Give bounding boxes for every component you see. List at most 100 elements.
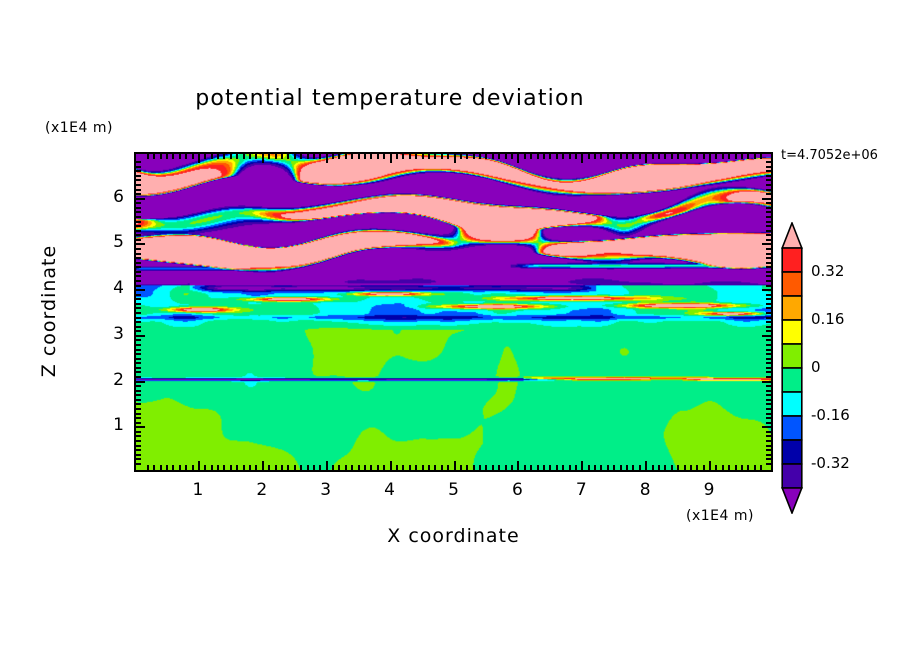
tick-mark [766, 413, 771, 415]
tick-mark [766, 422, 771, 424]
tick-mark [136, 408, 141, 410]
tick-mark [383, 465, 385, 470]
tick-mark [766, 454, 771, 456]
tick-mark [136, 303, 141, 305]
colorbar-segment [781, 439, 803, 465]
tick-mark [249, 465, 251, 470]
tick-mark [766, 358, 771, 360]
tick-mark [454, 461, 456, 470]
colorbar-svg [781, 222, 803, 514]
tick-mark [473, 154, 475, 159]
tick-mark [136, 321, 141, 323]
tick-mark [652, 465, 654, 470]
tick-mark [358, 154, 360, 159]
tick-mark [441, 154, 443, 159]
tick-mark [136, 262, 141, 264]
tick-mark [434, 154, 436, 159]
tick-mark [255, 465, 257, 470]
tick-mark [492, 465, 494, 470]
tick-mark [766, 202, 771, 204]
tick-mark [626, 465, 628, 470]
tick-mark [766, 161, 771, 163]
tick-mark [243, 465, 245, 470]
tick-mark [762, 335, 771, 337]
tick-mark [620, 154, 622, 159]
tick-mark [136, 426, 145, 428]
tick-mark [766, 207, 771, 209]
tick-mark [136, 207, 141, 209]
tick-mark [136, 211, 141, 213]
tick-mark [307, 465, 309, 470]
tick-mark [766, 230, 771, 232]
colorbar-tick-label: 0.16 [811, 310, 845, 328]
tick-mark [230, 465, 232, 470]
tick-mark [198, 461, 200, 470]
tick-mark [136, 285, 141, 287]
tick-mark [396, 154, 398, 159]
tick-mark [715, 154, 717, 159]
tick-mark [677, 154, 679, 159]
tick-mark [136, 243, 145, 245]
tick-mark [505, 465, 507, 470]
time-annotation: t=4.7052e+06 [781, 148, 878, 163]
tick-mark [613, 154, 615, 159]
tick-mark [581, 461, 583, 470]
tick-mark [747, 154, 749, 159]
tick-mark [236, 465, 238, 470]
tick-mark [136, 371, 141, 373]
tick-mark [741, 154, 743, 159]
tick-mark [136, 458, 141, 460]
tick-mark [136, 403, 141, 405]
colorbar-tick-label: 0 [811, 358, 821, 376]
tick-mark [498, 465, 500, 470]
tick-mark [136, 344, 141, 346]
tick-mark [313, 154, 315, 159]
y-tick-label: 2 [113, 369, 124, 390]
tick-mark [537, 154, 539, 159]
tick-mark [136, 193, 141, 195]
tick-mark [136, 339, 141, 341]
tick-mark [766, 216, 771, 218]
tick-mark [498, 154, 500, 159]
tick-mark [136, 317, 141, 319]
tick-mark [287, 154, 289, 159]
tick-mark [211, 154, 213, 159]
tick-mark [319, 465, 321, 470]
tick-mark [185, 154, 187, 159]
tick-mark [562, 465, 564, 470]
tick-mark [364, 154, 366, 159]
x-tick-label: 5 [448, 480, 459, 500]
colorbar-segment [781, 487, 803, 514]
tick-mark [136, 376, 141, 378]
tick-mark [766, 253, 771, 255]
tick-mark [766, 390, 771, 392]
tick-mark [766, 189, 771, 191]
tick-mark [345, 465, 347, 470]
tick-mark [762, 426, 771, 428]
tick-mark [230, 154, 232, 159]
tick-mark [217, 154, 219, 159]
tick-mark [766, 349, 771, 351]
tick-mark [517, 154, 519, 163]
tick-mark [632, 465, 634, 470]
x-tick-label: 6 [511, 480, 523, 500]
tick-mark [766, 463, 771, 465]
tick-mark [766, 385, 771, 387]
tick-mark [626, 154, 628, 159]
tick-mark [569, 154, 571, 159]
tick-mark [562, 154, 564, 159]
tick-mark [136, 289, 145, 291]
tick-mark [588, 465, 590, 470]
tick-mark [268, 465, 270, 470]
x-tick-label: 1 [192, 480, 204, 500]
tick-mark [428, 465, 430, 470]
colorbar-segment [781, 343, 803, 369]
tick-mark [136, 271, 141, 273]
tick-mark [460, 154, 462, 159]
tick-mark [766, 262, 771, 264]
tick-mark [454, 154, 456, 163]
tick-mark [179, 154, 181, 159]
tick-mark [645, 154, 647, 163]
tick-mark [766, 371, 771, 373]
colorbar-tick-label: 0.32 [811, 262, 845, 280]
